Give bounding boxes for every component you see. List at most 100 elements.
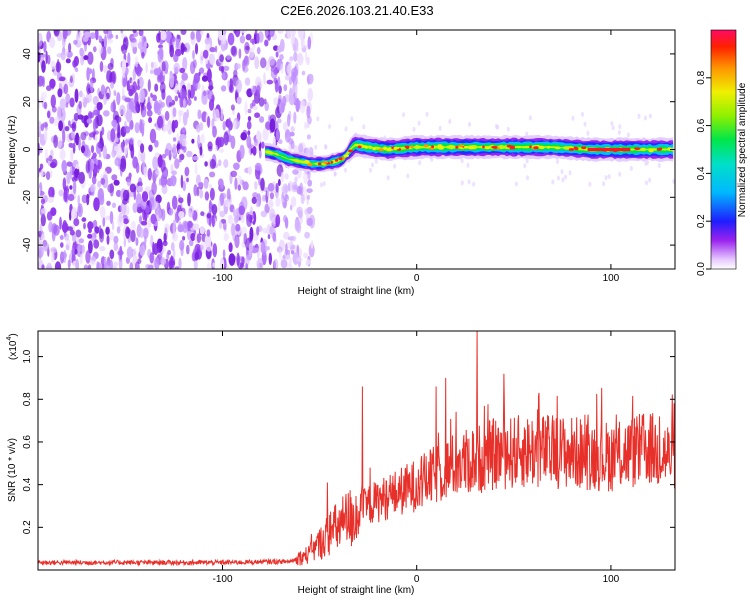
noise-blob <box>134 122 140 134</box>
noise-blob <box>300 37 305 49</box>
noise-blob <box>38 120 42 127</box>
noise-blob <box>73 56 79 67</box>
noise-blob <box>180 174 184 189</box>
noise-blob <box>140 150 146 163</box>
noise-blob <box>144 41 148 48</box>
colorbar-label: Normalized spectral amplitude <box>737 82 748 217</box>
noise-blob <box>253 138 258 147</box>
noise-blob <box>148 144 153 152</box>
faint-speckle <box>556 175 560 181</box>
noise-blob <box>150 61 154 69</box>
noise-blob <box>264 30 270 39</box>
noise-blob <box>46 157 49 164</box>
noise-blob <box>157 115 164 129</box>
noise-blob <box>83 222 86 230</box>
noise-blob <box>240 132 247 141</box>
noise-blob <box>258 97 265 107</box>
noise-blob <box>160 101 166 108</box>
noise-blob <box>290 126 295 132</box>
faint-speckle <box>602 181 606 187</box>
noise-blob <box>73 39 78 45</box>
snr-y-tick-label: 1.0 <box>22 349 33 363</box>
noise-blob <box>80 244 83 253</box>
noise-blob <box>173 53 179 63</box>
noise-blob <box>233 162 240 170</box>
spectrogram-y-label: Frequency (Hz) <box>7 116 18 185</box>
noise-blob <box>94 226 100 234</box>
noise-blob <box>151 94 157 102</box>
noise-blob <box>196 82 201 90</box>
noise-blob <box>165 142 173 156</box>
ridge-hotspot <box>463 145 469 149</box>
noise-blob <box>74 88 79 103</box>
noise-blob <box>187 89 192 100</box>
noise-blob <box>172 143 177 156</box>
noise-blob <box>206 242 212 252</box>
snr-panel: -100 0 100 0.2 0.4 0.6 0.8 1.0 Height of straig… <box>6 330 676 596</box>
noise-blob <box>247 144 255 150</box>
faint-speckle <box>466 162 470 168</box>
noise-blob <box>132 68 136 81</box>
noise-blob <box>83 97 90 104</box>
noise-blob <box>206 229 211 237</box>
noise-blob <box>154 83 159 92</box>
ridge-hotspot <box>581 146 587 150</box>
noise-blob <box>306 217 313 227</box>
noise-blob <box>137 78 140 87</box>
noise-blob <box>180 43 186 52</box>
noise-blob <box>208 85 214 91</box>
noise-blob <box>159 252 163 259</box>
noise-blob <box>209 171 216 178</box>
noise-blob <box>111 202 117 209</box>
snr-y-label: SNR (10 * v/v) <box>7 438 18 502</box>
noise-blob <box>99 245 106 252</box>
noise-blob <box>252 146 257 156</box>
faint-speckle <box>618 124 622 130</box>
noise-blob <box>222 220 227 231</box>
noise-blob <box>192 223 200 231</box>
noise-blob <box>68 42 72 53</box>
noise-blob <box>162 170 168 178</box>
noise-blob <box>196 124 201 133</box>
snr-y-tick-label: 0.2 <box>22 520 33 534</box>
noise-blob <box>130 220 136 233</box>
faint-speckle <box>506 126 510 132</box>
noise-blob <box>75 229 82 238</box>
noise-blob <box>92 109 99 116</box>
snr-axes: -100 0 100 0.2 0.4 0.6 0.8 1.0 <box>22 331 675 585</box>
noise-blob <box>40 213 46 227</box>
noise-blob <box>151 181 157 195</box>
noise-blob <box>296 257 303 262</box>
noise-blob <box>79 253 83 265</box>
snr-x-tick-label: 100 <box>603 574 620 585</box>
ridge-hotspot <box>322 161 329 164</box>
noise-blob <box>208 212 212 227</box>
noise-blob <box>71 207 78 220</box>
noise-blob <box>268 252 272 265</box>
noise-blob <box>61 160 67 173</box>
noise-blob <box>136 85 141 91</box>
noise-blob <box>88 228 92 233</box>
noise-blob <box>190 31 195 40</box>
noise-blob <box>235 223 241 232</box>
noise-blob <box>286 30 292 39</box>
noise-blob <box>49 116 55 124</box>
noise-blob <box>170 36 176 43</box>
noise-blob <box>286 263 293 269</box>
noise-blob <box>141 191 149 202</box>
noise-blob <box>223 232 229 242</box>
noise-blob <box>51 158 58 168</box>
noise-blob <box>123 145 128 155</box>
colorbar-tick-label: 0.8 <box>696 70 707 84</box>
noise-blob <box>212 243 218 258</box>
faint-speckle <box>583 121 587 127</box>
noise-blob <box>291 67 298 78</box>
noise-blob <box>247 108 252 114</box>
noise-blob <box>298 143 304 154</box>
noise-blob <box>273 97 279 106</box>
noise-blob <box>110 81 115 89</box>
noise-blob <box>252 105 258 111</box>
noise-blob <box>285 243 288 256</box>
ridge-hotspot <box>387 147 391 151</box>
